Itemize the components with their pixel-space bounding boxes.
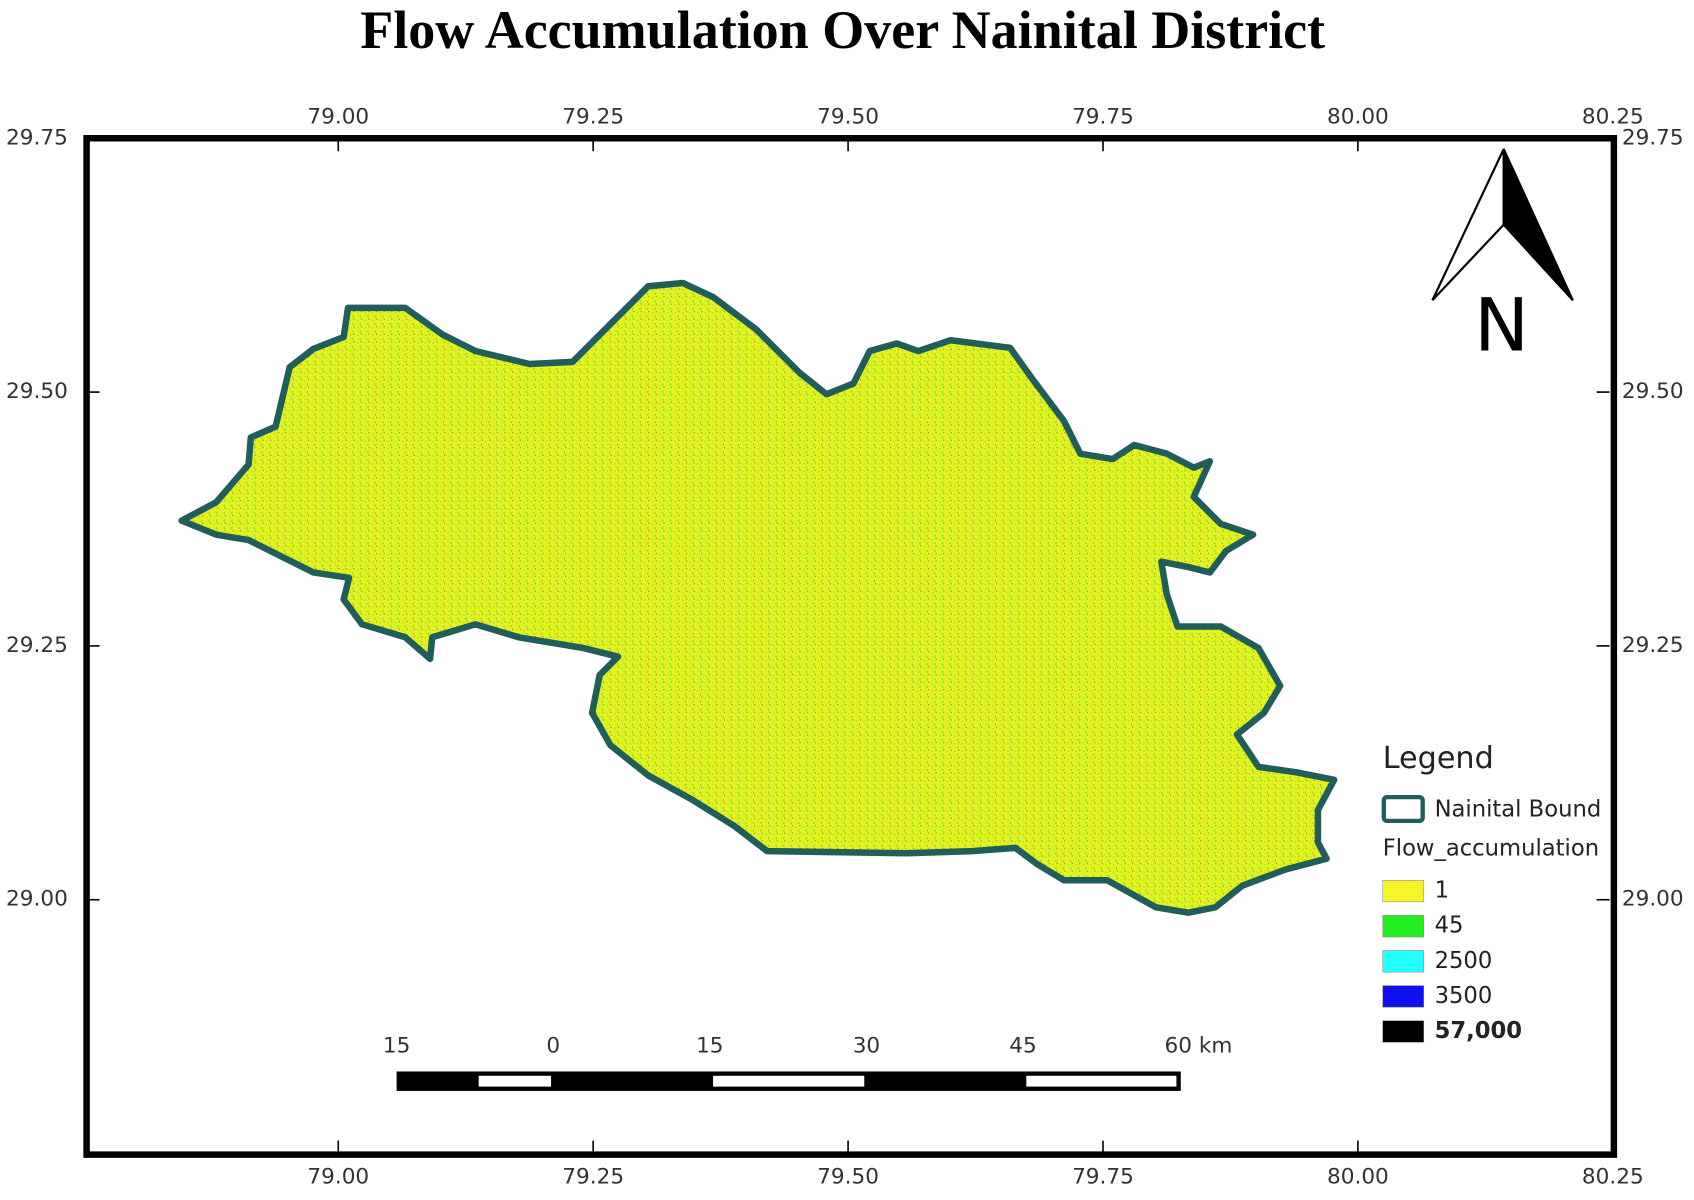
legend: Legend Nainital Bound Flow_accumulation <box>1381 741 1602 861</box>
legend-swatch <box>1381 794 1425 824</box>
scale-label: 30 <box>853 1034 880 1059</box>
lon-tick-label: 79.75 <box>1072 105 1134 130</box>
scale-label: 0 <box>546 1034 560 1059</box>
lat-tick-label: 29.25 <box>1622 633 1684 658</box>
district-boundary <box>178 279 1338 916</box>
scale-label: 15 <box>696 1034 723 1059</box>
lat-tick-label: 29.75 <box>6 125 68 150</box>
lon-tick-label: 80.00 <box>1327 105 1389 130</box>
legend-label: Nainital Bound <box>1435 797 1602 823</box>
scale-label: 45 <box>1009 1034 1036 1059</box>
legend-label: 3500 <box>1435 983 1493 1009</box>
legend-label: 2500 <box>1435 948 1493 974</box>
legend-label: 45 <box>1435 913 1464 939</box>
legend-swatch <box>1382 1020 1425 1043</box>
lon-tick-label: 79.00 <box>307 105 369 130</box>
lon-tick-label: 79.50 <box>817 105 879 130</box>
scale-label: 15 <box>383 1034 410 1059</box>
north-label: N <box>1474 284 1529 369</box>
legend-swatch <box>1382 985 1425 1008</box>
legend-swatch <box>1382 950 1425 973</box>
legend-label: Flow_accumulation <box>1383 835 1599 861</box>
lat-tick-label: 29.75 <box>1622 125 1684 150</box>
legend-title: Legend <box>1383 741 1494 776</box>
lat-tick-label: 29.00 <box>1622 887 1684 912</box>
map-title: Flow Accumulation Over Nainital District <box>360 0 1325 60</box>
lon-tick-label: 80.25 <box>1582 1164 1644 1189</box>
lon-tick-label: 79.25 <box>562 1164 624 1189</box>
lat-tick-label: 29.25 <box>6 633 68 658</box>
north-arrow: N <box>1431 148 1574 369</box>
lat-tick-label: 29.50 <box>6 379 68 404</box>
legend-swatch <box>1382 915 1425 938</box>
lon-tick-label: 79.25 <box>562 105 624 130</box>
lon-tick-label: 79.50 <box>817 1164 879 1189</box>
legend-label: 57,000 <box>1435 1018 1523 1044</box>
legend-swatch <box>1382 880 1425 903</box>
lon-tick-label: 79.75 <box>1072 1164 1134 1189</box>
lon-tick-label: 79.00 <box>307 1164 369 1189</box>
lat-tick-label: 29.50 <box>1622 379 1684 404</box>
lat-tick-label: 29.00 <box>6 887 68 912</box>
scale-bar <box>396 1071 1181 1091</box>
lon-tick-label: 80.00 <box>1327 1164 1389 1189</box>
scale-label: 60 km <box>1165 1034 1233 1059</box>
legend-label: 1 <box>1435 878 1449 904</box>
lon-tick-label: 80.25 <box>1582 105 1644 130</box>
